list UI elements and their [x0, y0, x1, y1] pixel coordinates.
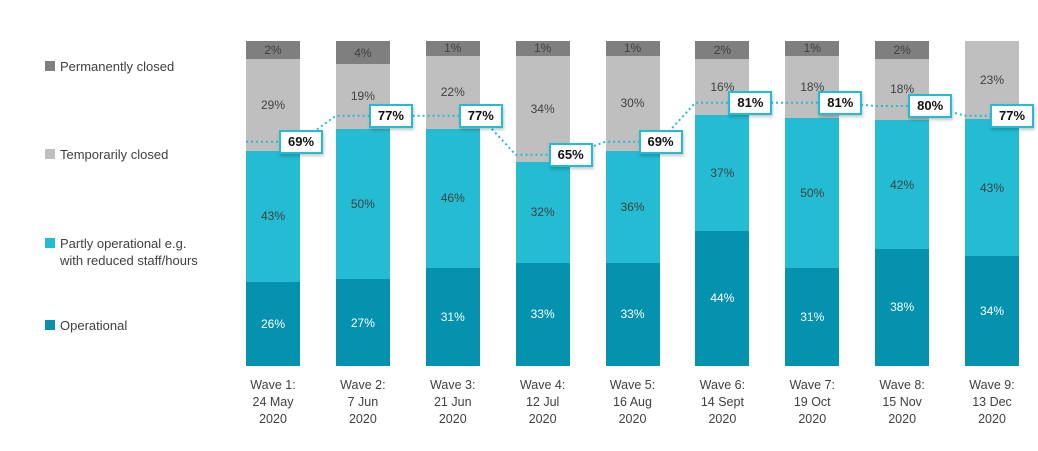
legend-item-temporarily-closed: Temporarily closed — [45, 146, 168, 163]
bar-wave-6: 2% 16% 37% 44% — [695, 41, 750, 366]
bar-wave-4: 1% 34% 32% 33% — [515, 41, 570, 366]
legend-item-permanently-closed: Permanently closed — [45, 58, 174, 75]
bar-segment: 26% — [246, 281, 300, 366]
open-total-callout: 81% — [728, 90, 773, 115]
segment-value-label: 2% — [713, 42, 732, 57]
segment-value-label: 34% — [530, 101, 555, 116]
segment-value-label: 26% — [260, 316, 286, 331]
open-total-callout: 77% — [458, 103, 503, 128]
open-total-callout: 81% — [818, 90, 863, 115]
bar-wave-2: 4% 19% 50% 27% — [335, 41, 390, 366]
bar-wave-8: 2% 18% 42% 38% — [875, 41, 930, 367]
segment-value-label: 50% — [350, 196, 375, 211]
segment-value-label: 31% — [440, 310, 465, 325]
segment-value-label: 43% — [979, 180, 1005, 195]
segment-value-label: 33% — [620, 307, 645, 322]
legend-item-operational: Operational — [45, 317, 127, 334]
segment-value-label: 1% — [444, 41, 462, 56]
segment-value-label: 34% — [979, 303, 1005, 318]
segment-value-label: 22% — [440, 85, 465, 100]
x-axis-label: Wave 2: 7 Jun 2020 — [340, 378, 386, 426]
x-axis-label: Wave 7: 19 Oct 2020 — [789, 378, 835, 426]
segment-value-label: 37% — [710, 166, 735, 181]
legend-label: Operational — [60, 318, 128, 333]
segment-value-label: 30% — [620, 96, 645, 111]
x-axis-label: Wave 9: 13 Dec 2020 — [969, 378, 1015, 426]
segment-value-label: 43% — [260, 209, 286, 224]
x-axis-label: Wave 6: 14 Sept 2020 — [699, 378, 746, 426]
segment-value-label: 38% — [890, 300, 915, 315]
open-total-callout: 80% — [908, 94, 953, 118]
legend-label: Temporarily closed — [60, 147, 169, 162]
bar-segment: 31% — [785, 268, 840, 366]
open-total-callout: 69% — [638, 129, 683, 154]
segment-value-label: 42% — [890, 177, 915, 192]
bar-segment: 1% — [515, 41, 570, 56]
bar-wave-1: 2% 29% 43% 26% — [246, 41, 300, 366]
segment-value-label: 2% — [264, 42, 282, 57]
x-axis-label: Wave 5: 16 Aug 2020 — [609, 378, 656, 426]
x-axis-label: Wave 1: 24 May 2020 — [250, 378, 296, 426]
bar-segment: 1% — [785, 41, 840, 56]
legend-label: Partly operational e.g. with reduced sta… — [60, 236, 198, 268]
segment-value-label: 46% — [440, 191, 465, 206]
bar-segment: 43% — [965, 119, 1019, 256]
segment-value-label: 4% — [354, 45, 372, 60]
bar-segment: 42% — [875, 120, 930, 249]
bar-segment: 36% — [605, 150, 660, 263]
segment-value-label: 50% — [800, 185, 825, 200]
segment-value-label: 31% — [800, 310, 825, 325]
bar-wave-3: 1% 22% 46% 31% — [425, 41, 480, 366]
segment-value-label: 33% — [530, 307, 555, 322]
bar-segment: 1% — [605, 41, 660, 56]
bar-segment: 50% — [785, 117, 840, 269]
open-total-callout: 69% — [279, 129, 324, 154]
bar-segment: 27% — [335, 279, 390, 366]
legend-item-partly-operational: Partly operational e.g. with reduced sta… — [45, 235, 198, 269]
bar-segment: 50% — [335, 128, 390, 280]
bar-segment: 38% — [875, 248, 930, 367]
bar-segment: 37% — [695, 115, 750, 231]
bar-segment: 1% — [425, 41, 480, 56]
bar-segment: 34% — [965, 255, 1019, 366]
open-total-callout: 65% — [548, 142, 593, 167]
x-axis-label: Wave 8: 15 Nov 2020 — [879, 378, 925, 426]
bar-wave-5: 1% 30% 36% 33% — [605, 41, 660, 366]
segment-value-label: 44% — [710, 291, 735, 306]
permanently-closed-swatch-icon — [45, 61, 55, 71]
bar-segment: 2% — [246, 41, 300, 59]
legend-label: Permanently closed — [60, 59, 175, 74]
x-axis-label: Wave 4: 12 Jul 2020 — [519, 378, 566, 426]
bar-segment: 2% — [875, 41, 930, 59]
segment-value-label: 32% — [530, 205, 555, 220]
x-axis-label: Wave 3: 21 Jun 2020 — [430, 378, 476, 426]
bar-segment: 46% — [425, 128, 480, 269]
operational-swatch-icon — [45, 320, 55, 330]
temporarily-closed-swatch-icon — [45, 149, 55, 159]
open-total-callout: 77% — [990, 103, 1035, 128]
segment-value-label: 27% — [350, 315, 375, 330]
bar-segment: 4% — [335, 41, 390, 65]
segment-value-label: 1% — [623, 41, 642, 56]
bar-segment: 2% — [695, 41, 750, 59]
segment-value-label: 2% — [893, 42, 911, 57]
bar-segment: 31% — [425, 268, 480, 366]
bar-wave-9: 23% 43% 34% — [965, 41, 1019, 366]
bar-segment: 43% — [246, 150, 300, 282]
segment-value-label: 19% — [350, 89, 375, 104]
partly-operational-swatch-icon — [45, 238, 55, 248]
bar-segment: 33% — [605, 262, 660, 366]
segment-value-label: 29% — [260, 97, 286, 112]
bar-segment: 33% — [515, 262, 570, 366]
bar-segment: 32% — [515, 161, 570, 263]
bar-wave-7: 1% 18% 50% 31% — [785, 41, 840, 366]
open-total-callout: 77% — [368, 103, 413, 128]
segment-value-label: 36% — [620, 199, 645, 214]
segment-value-label: 1% — [803, 41, 821, 56]
segment-value-label: 1% — [533, 41, 552, 56]
segment-value-label: 23% — [979, 73, 1005, 88]
bar-segment: 44% — [695, 230, 750, 366]
